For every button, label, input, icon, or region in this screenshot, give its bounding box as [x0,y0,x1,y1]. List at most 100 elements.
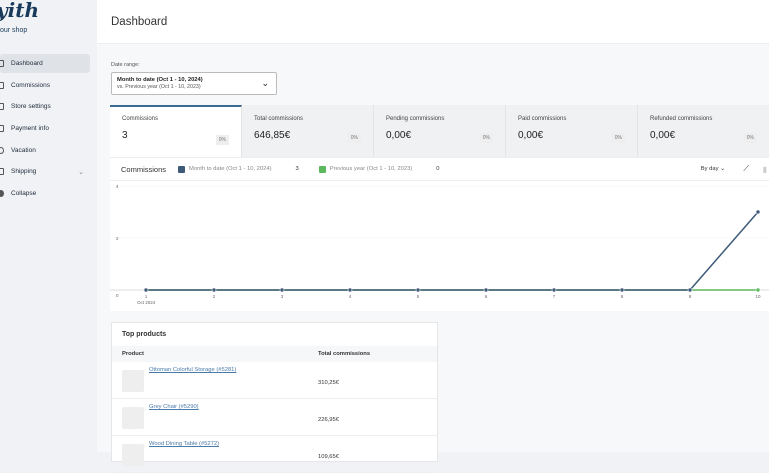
page-title: Dashboard [97,0,769,44]
y-tick-label: 4 [116,184,119,189]
checkbox-icon[interactable] [178,165,186,173]
sidebar-item-commissions[interactable]: Commissions [0,76,90,95]
store-icon [0,103,4,111]
logo: yith [0,0,39,22]
chart-title: Commissions [121,164,167,174]
table-header: Product Total commissions [112,346,437,362]
date-range-primary: Month to date (Oct 1 - 10, 2024) [117,77,203,83]
product-thumbnail [122,370,144,392]
line-chart-icon[interactable]: ⟋ [743,164,749,173]
sidebar-item-label: Store settings [11,103,51,111]
dashboard-icon [0,60,4,67]
legend-total: 0 [436,166,440,172]
data-point [755,209,761,215]
sidebar: yith our shop Dashboard Commissions Stor… [0,0,97,452]
line-chart: 0 2 4 1 2 3 4 5 6 7 8 9 10 Oct 2024 [110,184,769,305]
chart-header: Commissions Month to date (Oct 1 - 10, 2… [110,158,769,181]
chevron-down-icon: ⌄ [78,168,84,176]
y-tick-label: 2 [116,236,119,241]
card-pending-commissions[interactable]: Pending commissions 0,00€ 0% [374,105,506,157]
card-refunded-commissions[interactable]: Refunded commissions 0,00€ 0% [638,105,769,157]
y-tick-label: 0 [116,293,119,298]
sidebar-item-store-settings[interactable]: Store settings [0,97,90,116]
card-total-commissions[interactable]: Total commissions 646,85€ 0% [242,105,374,157]
date-range-secondary: vs. Previous year (Oct 1 - 10, 2023) [117,84,201,90]
sidebar-item-label: Dashboard [11,60,43,67]
data-point [415,287,421,293]
product-link[interactable]: Grey Chair (#5290) [149,404,199,410]
column-header: Total commissions [318,351,371,357]
delta-badge: 0% [743,133,757,143]
chevron-down-icon: ⌄ [261,78,269,88]
sidebar-item-label: Collapse [11,190,37,198]
delta-badge: 0% [611,133,625,143]
interval-label: By day [700,166,719,172]
table-row: Grey Chair (#5290) 226,95€ [112,399,437,436]
shop-subtitle: our shop [0,27,28,34]
card-title: Refunded commissions [650,116,713,122]
x-tick-label: 10 [755,294,761,299]
data-point [279,287,285,293]
data-point [619,287,625,293]
sidebar-item-payment-info[interactable]: Payment info [0,119,90,138]
product-commission: 310,25€ [318,380,339,386]
data-point [551,287,557,293]
summary-cards: Commissions 3 0% Total commissions 646,85€ 0… [110,105,769,157]
product-thumbnail [122,407,144,429]
column-header: Product [122,351,144,357]
commissions-icon [0,81,4,89]
top-products-panel: Top products Product Total commissions Ot… [111,322,438,473]
data-point [687,287,693,293]
sidebar-nav: Dashboard Commissions Store settings Pay… [0,54,90,206]
card-value: 0,00€ [518,130,544,141]
x-tick-label: 7 [553,294,556,299]
bar-chart-icon[interactable]: ▮ [762,164,767,174]
main-content: Dashboard Date range: Month to date (Oct… [97,0,769,473]
card-title: Paid commissions [518,116,567,122]
x-tick-label: 3 [281,294,284,299]
legend-total: 3 [295,166,299,172]
collapse-icon [0,190,4,198]
payment-icon [0,125,4,133]
legend-current[interactable]: Month to date (Oct 1 - 10, 2024) 3 [178,165,319,173]
card-paid-commissions[interactable]: Paid commissions 0,00€ 0% [506,105,638,157]
product-link[interactable]: Wood Dining Table (#5272) [149,441,220,447]
delta-badge: 0% [479,133,493,143]
commissions-chart-panel: Commissions Month to date (Oct 1 - 10, 2… [110,157,769,311]
card-commissions[interactable]: Commissions 3 0% [110,105,242,157]
x-tick-label: 4 [349,294,352,299]
sidebar-item-label: Shipping [11,168,37,176]
legend-label: Previous year (Oct 1 - 10, 2023) [329,166,413,172]
sidebar-item-vacation[interactable]: Vacation [0,141,90,160]
date-range-select[interactable]: Month to date (Oct 1 - 10, 2024) vs. Pre… [111,72,277,95]
sidebar-item-label: Commissions [11,81,51,89]
data-point [211,287,217,293]
data-point [483,287,489,293]
sidebar-item-collapse[interactable]: Collapse [0,184,90,203]
card-value: 0,00€ [386,130,412,141]
sidebar-item-shipping[interactable]: Shipping ⌄ [0,162,90,181]
card-title: Pending commissions [386,116,445,122]
sidebar-item-label: Vacation [11,146,36,154]
date-range-label: Date range: [111,62,140,68]
interval-select[interactable]: By day ⌄ [700,166,725,172]
table-row: Ottoman Colorful Storage (#5281) 310,25€ [112,362,437,399]
card-title: Total commissions [254,116,304,122]
product-commission: 226,95€ [318,417,339,423]
series-line [146,211,759,291]
x-sublabel: Oct 2024 [137,300,156,305]
card-value: 3 [122,130,128,141]
checkbox-icon[interactable] [318,165,326,173]
x-tick-label: 2 [213,294,216,299]
legend-label: Month to date (Oct 1 - 10, 2024) [189,166,272,172]
legend-previous[interactable]: Previous year (Oct 1 - 10, 2023) 0 [318,165,460,173]
sidebar-item-dashboard[interactable]: Dashboard [0,54,90,73]
card-title: Commissions [122,116,159,122]
data-point [755,287,761,293]
x-tick-label: 9 [689,294,692,299]
product-link[interactable]: Ottoman Colorful Storage (#5281) [149,367,237,373]
shipping-icon [0,168,4,176]
x-tick-label: 5 [417,294,420,299]
delta-badge: 0% [215,135,229,145]
table-row: Wood Dining Table (#5272) 109,65€ [112,436,437,473]
